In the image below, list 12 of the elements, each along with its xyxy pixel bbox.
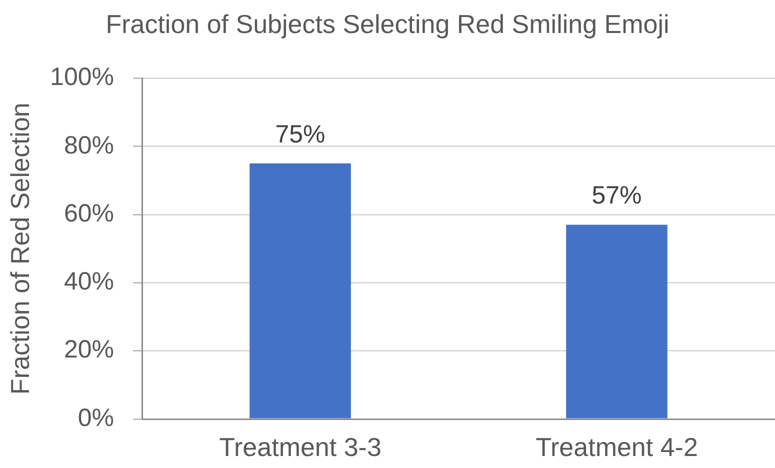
data-label: 75% [275,120,326,148]
chart-title: Fraction of Subjects Selecting Red Smiling Emoji [106,8,670,39]
y-tick-label: 20% [64,336,114,364]
y-tick-label: 40% [64,268,114,296]
data-label: 57% [592,182,642,210]
y-tick-label: 60% [64,199,114,228]
y-axis-title: Fraction of Red Selection [4,102,35,395]
y-tick-label: 80% [64,131,114,160]
x-tick-label: Treatment 3-3 [219,432,382,462]
y-tick-label: 0% [78,404,114,432]
x-tick-label: Treatment 4-2 [536,432,698,462]
y-tick-label: 100% [50,63,114,92]
